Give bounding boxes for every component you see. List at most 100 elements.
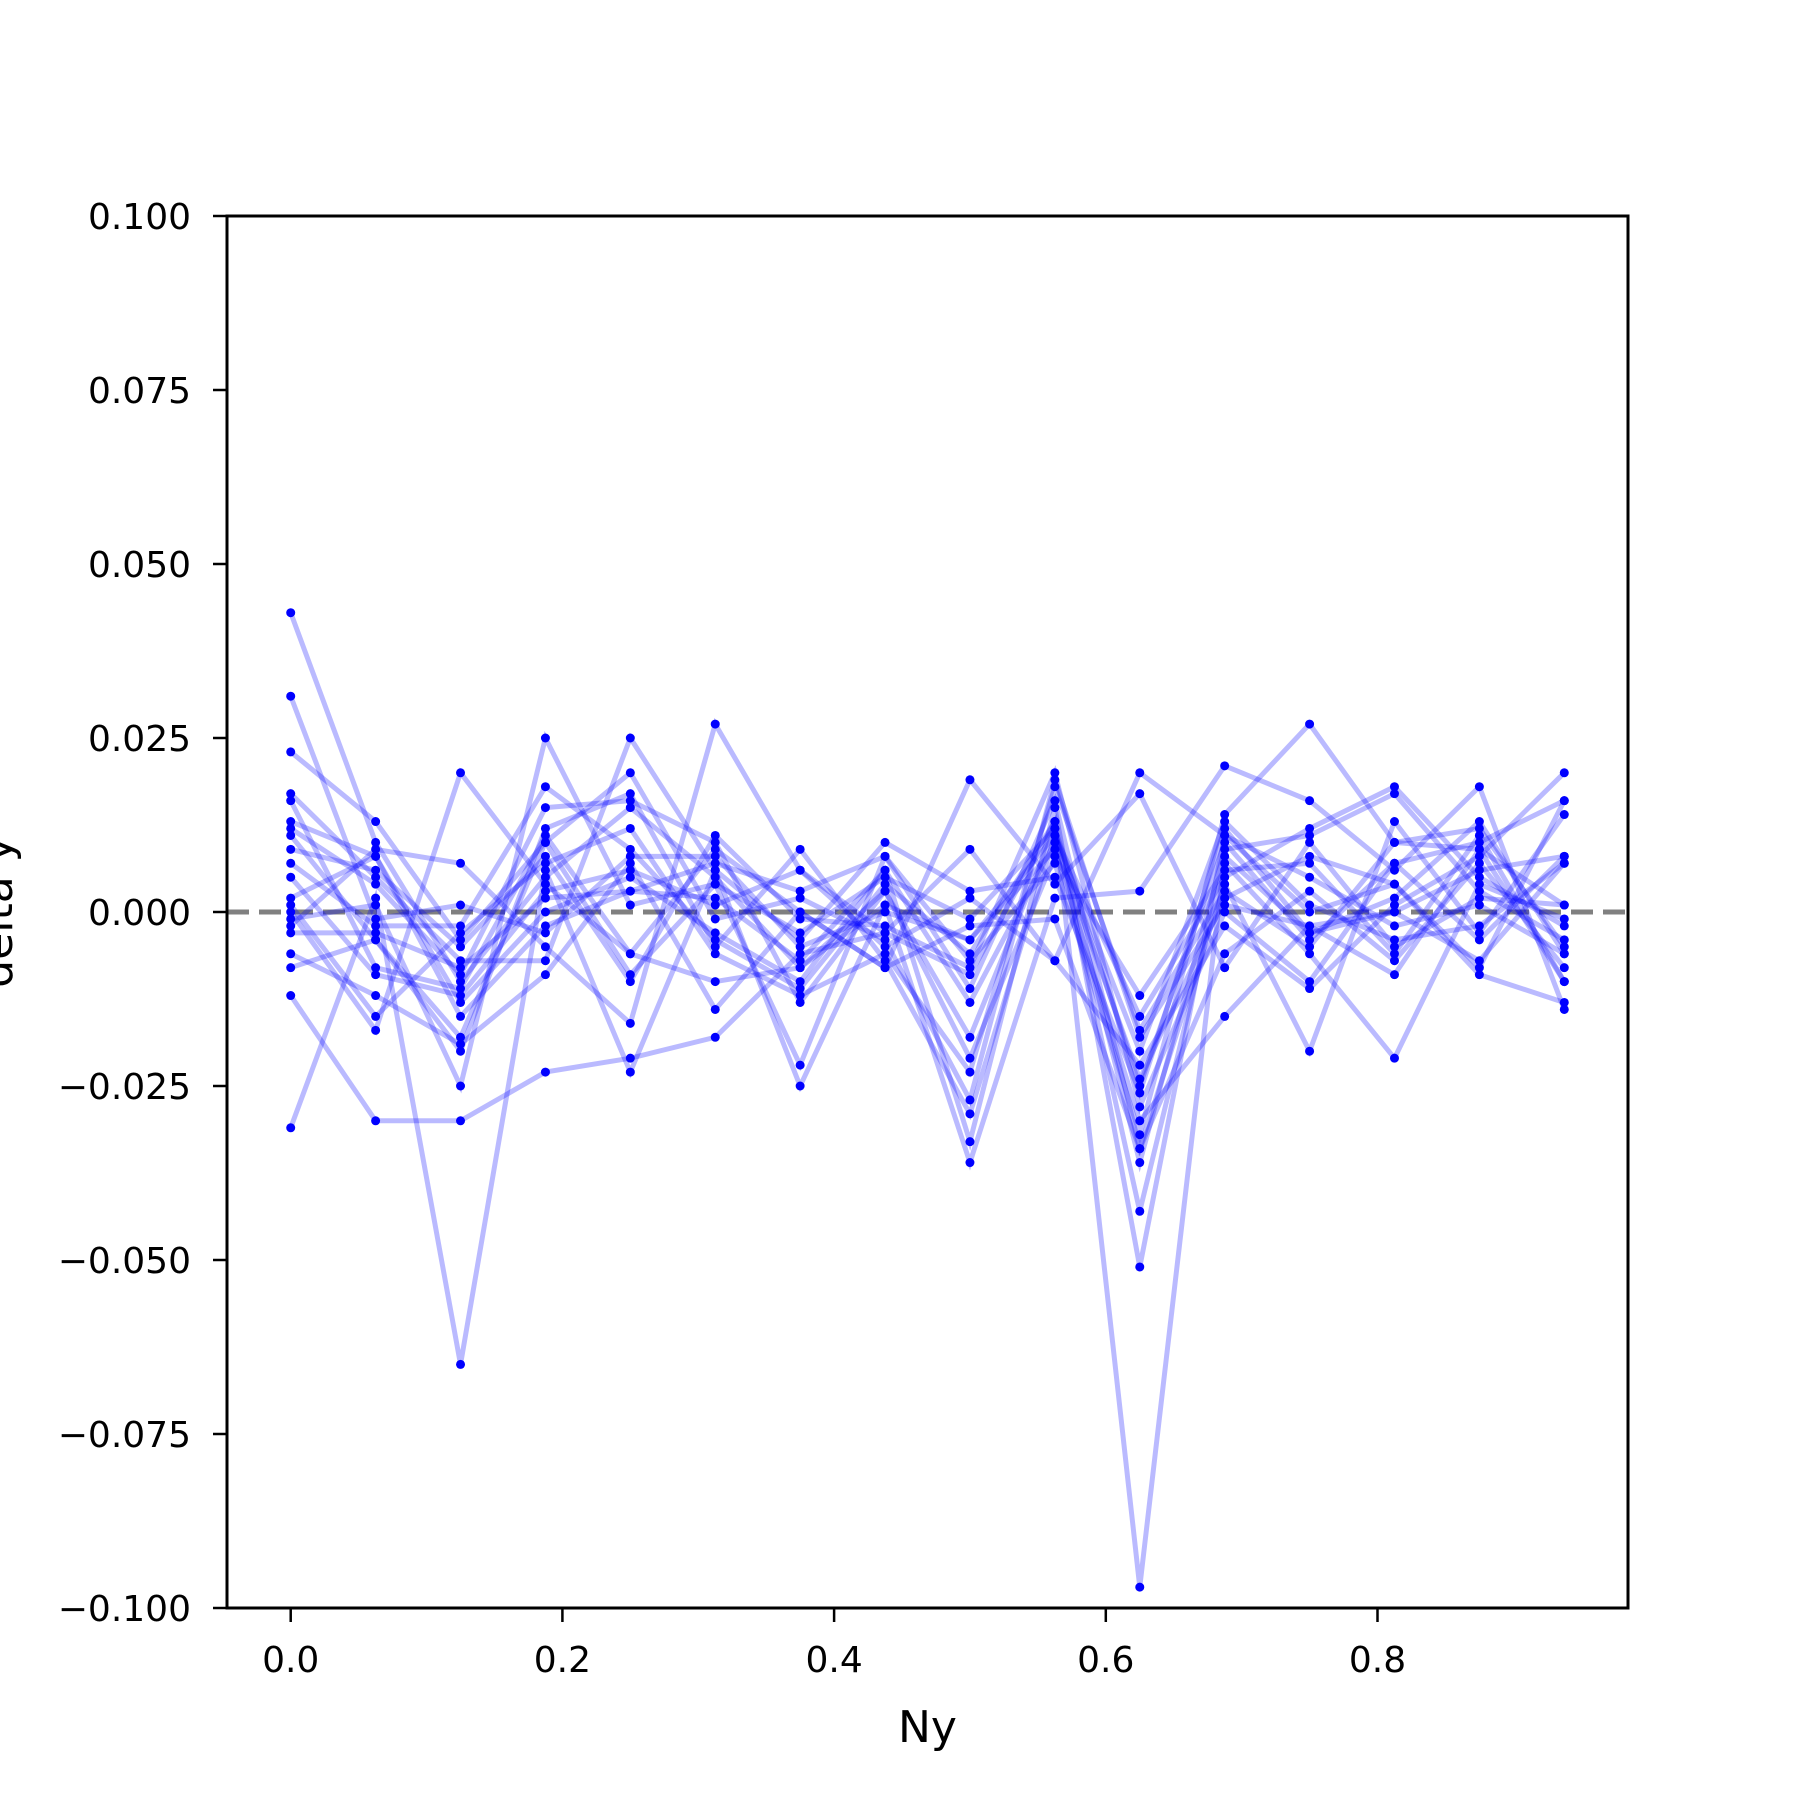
data-point — [1389, 893, 1399, 903]
data-point — [371, 935, 381, 945]
series-line-3 — [289, 749, 1566, 1107]
data-point — [880, 851, 890, 861]
data-point — [371, 879, 381, 889]
data-point — [1220, 837, 1230, 847]
data-point — [1135, 1088, 1145, 1098]
data-point — [1305, 858, 1315, 868]
y-tick-label: −0.100 — [58, 1589, 191, 1630]
data-point — [1389, 900, 1399, 910]
data-point — [1305, 977, 1315, 987]
data-point — [1050, 796, 1060, 806]
data-point — [1135, 768, 1145, 778]
data-point — [1135, 789, 1145, 799]
data-point — [371, 865, 381, 875]
data-point — [1135, 1158, 1145, 1168]
data-point — [1559, 949, 1569, 959]
data-point — [880, 928, 890, 938]
data-point — [540, 921, 550, 931]
data-point — [540, 942, 550, 952]
data-point — [965, 984, 975, 994]
data-point — [965, 775, 975, 785]
data-point — [710, 935, 720, 945]
data-point — [1389, 817, 1399, 827]
data-point — [1559, 963, 1569, 973]
data-point — [1474, 893, 1484, 903]
series-line-12 — [289, 792, 1567, 1157]
data-point — [1474, 963, 1484, 973]
data-point — [1220, 851, 1230, 861]
data-point — [710, 949, 720, 959]
data-point — [1305, 935, 1315, 945]
data-point — [371, 970, 381, 980]
series-line-11 — [288, 771, 1567, 1070]
data-point — [1389, 921, 1399, 931]
data-point — [1135, 1032, 1145, 1042]
data-point — [1559, 1004, 1569, 1014]
y-tick-label: 0.000 — [88, 893, 191, 934]
data-point — [1220, 830, 1230, 840]
data-point — [540, 830, 550, 840]
data-point — [710, 1004, 720, 1014]
data-point — [1220, 879, 1230, 889]
data-point — [625, 865, 635, 875]
data-point — [1389, 879, 1399, 889]
series-line-6 — [289, 799, 1567, 1268]
data-point — [1559, 921, 1569, 931]
data-point — [286, 1123, 296, 1133]
data-point — [795, 1060, 805, 1070]
data-point — [795, 949, 805, 959]
data-point — [1559, 914, 1569, 924]
data-point — [1474, 830, 1484, 840]
series-line-4 — [288, 732, 1567, 1101]
data-point — [1305, 942, 1315, 952]
data-point — [286, 817, 296, 827]
data-point — [286, 608, 296, 618]
data-point — [795, 886, 805, 896]
x-axis-label: Ny — [898, 1702, 957, 1753]
data-point — [286, 796, 296, 806]
data-point — [456, 935, 466, 945]
data-point — [456, 928, 466, 938]
data-point — [1474, 928, 1484, 938]
data-point — [371, 851, 381, 861]
x-tick-label: 0.4 — [805, 1640, 862, 1681]
data-point — [456, 1011, 466, 1021]
data-point — [1135, 1074, 1145, 1084]
data-point — [1135, 1116, 1145, 1126]
data-point — [795, 991, 805, 1001]
data-point — [795, 844, 805, 854]
data-point — [1474, 886, 1484, 896]
data-point — [710, 928, 720, 938]
data-point — [1474, 844, 1484, 854]
data-point — [710, 719, 720, 729]
data-point — [456, 900, 466, 910]
data-point — [540, 970, 550, 980]
data-point — [1559, 935, 1569, 945]
data-point — [625, 970, 635, 980]
data-point — [880, 949, 890, 959]
data-point — [1474, 817, 1484, 827]
x-tick-label: 0.6 — [1077, 1640, 1134, 1681]
data-point — [540, 879, 550, 889]
data-point — [456, 1081, 466, 1091]
data-point — [625, 844, 635, 854]
data-point — [965, 935, 975, 945]
data-point — [1305, 928, 1315, 938]
data-point — [880, 886, 890, 896]
data-point — [456, 977, 466, 987]
data-point — [540, 886, 550, 896]
data-point — [371, 893, 381, 903]
data-point — [371, 872, 381, 882]
data-point — [965, 893, 975, 903]
data-point — [710, 942, 720, 952]
data-point — [710, 872, 720, 882]
data-point — [1050, 837, 1060, 847]
data-point — [965, 886, 975, 896]
y-tick-label: 0.025 — [88, 719, 191, 760]
series-line-14 — [288, 767, 1567, 1126]
x-tick-label: 0.8 — [1349, 1640, 1406, 1681]
data-point — [1389, 949, 1399, 959]
data-point — [286, 747, 296, 757]
